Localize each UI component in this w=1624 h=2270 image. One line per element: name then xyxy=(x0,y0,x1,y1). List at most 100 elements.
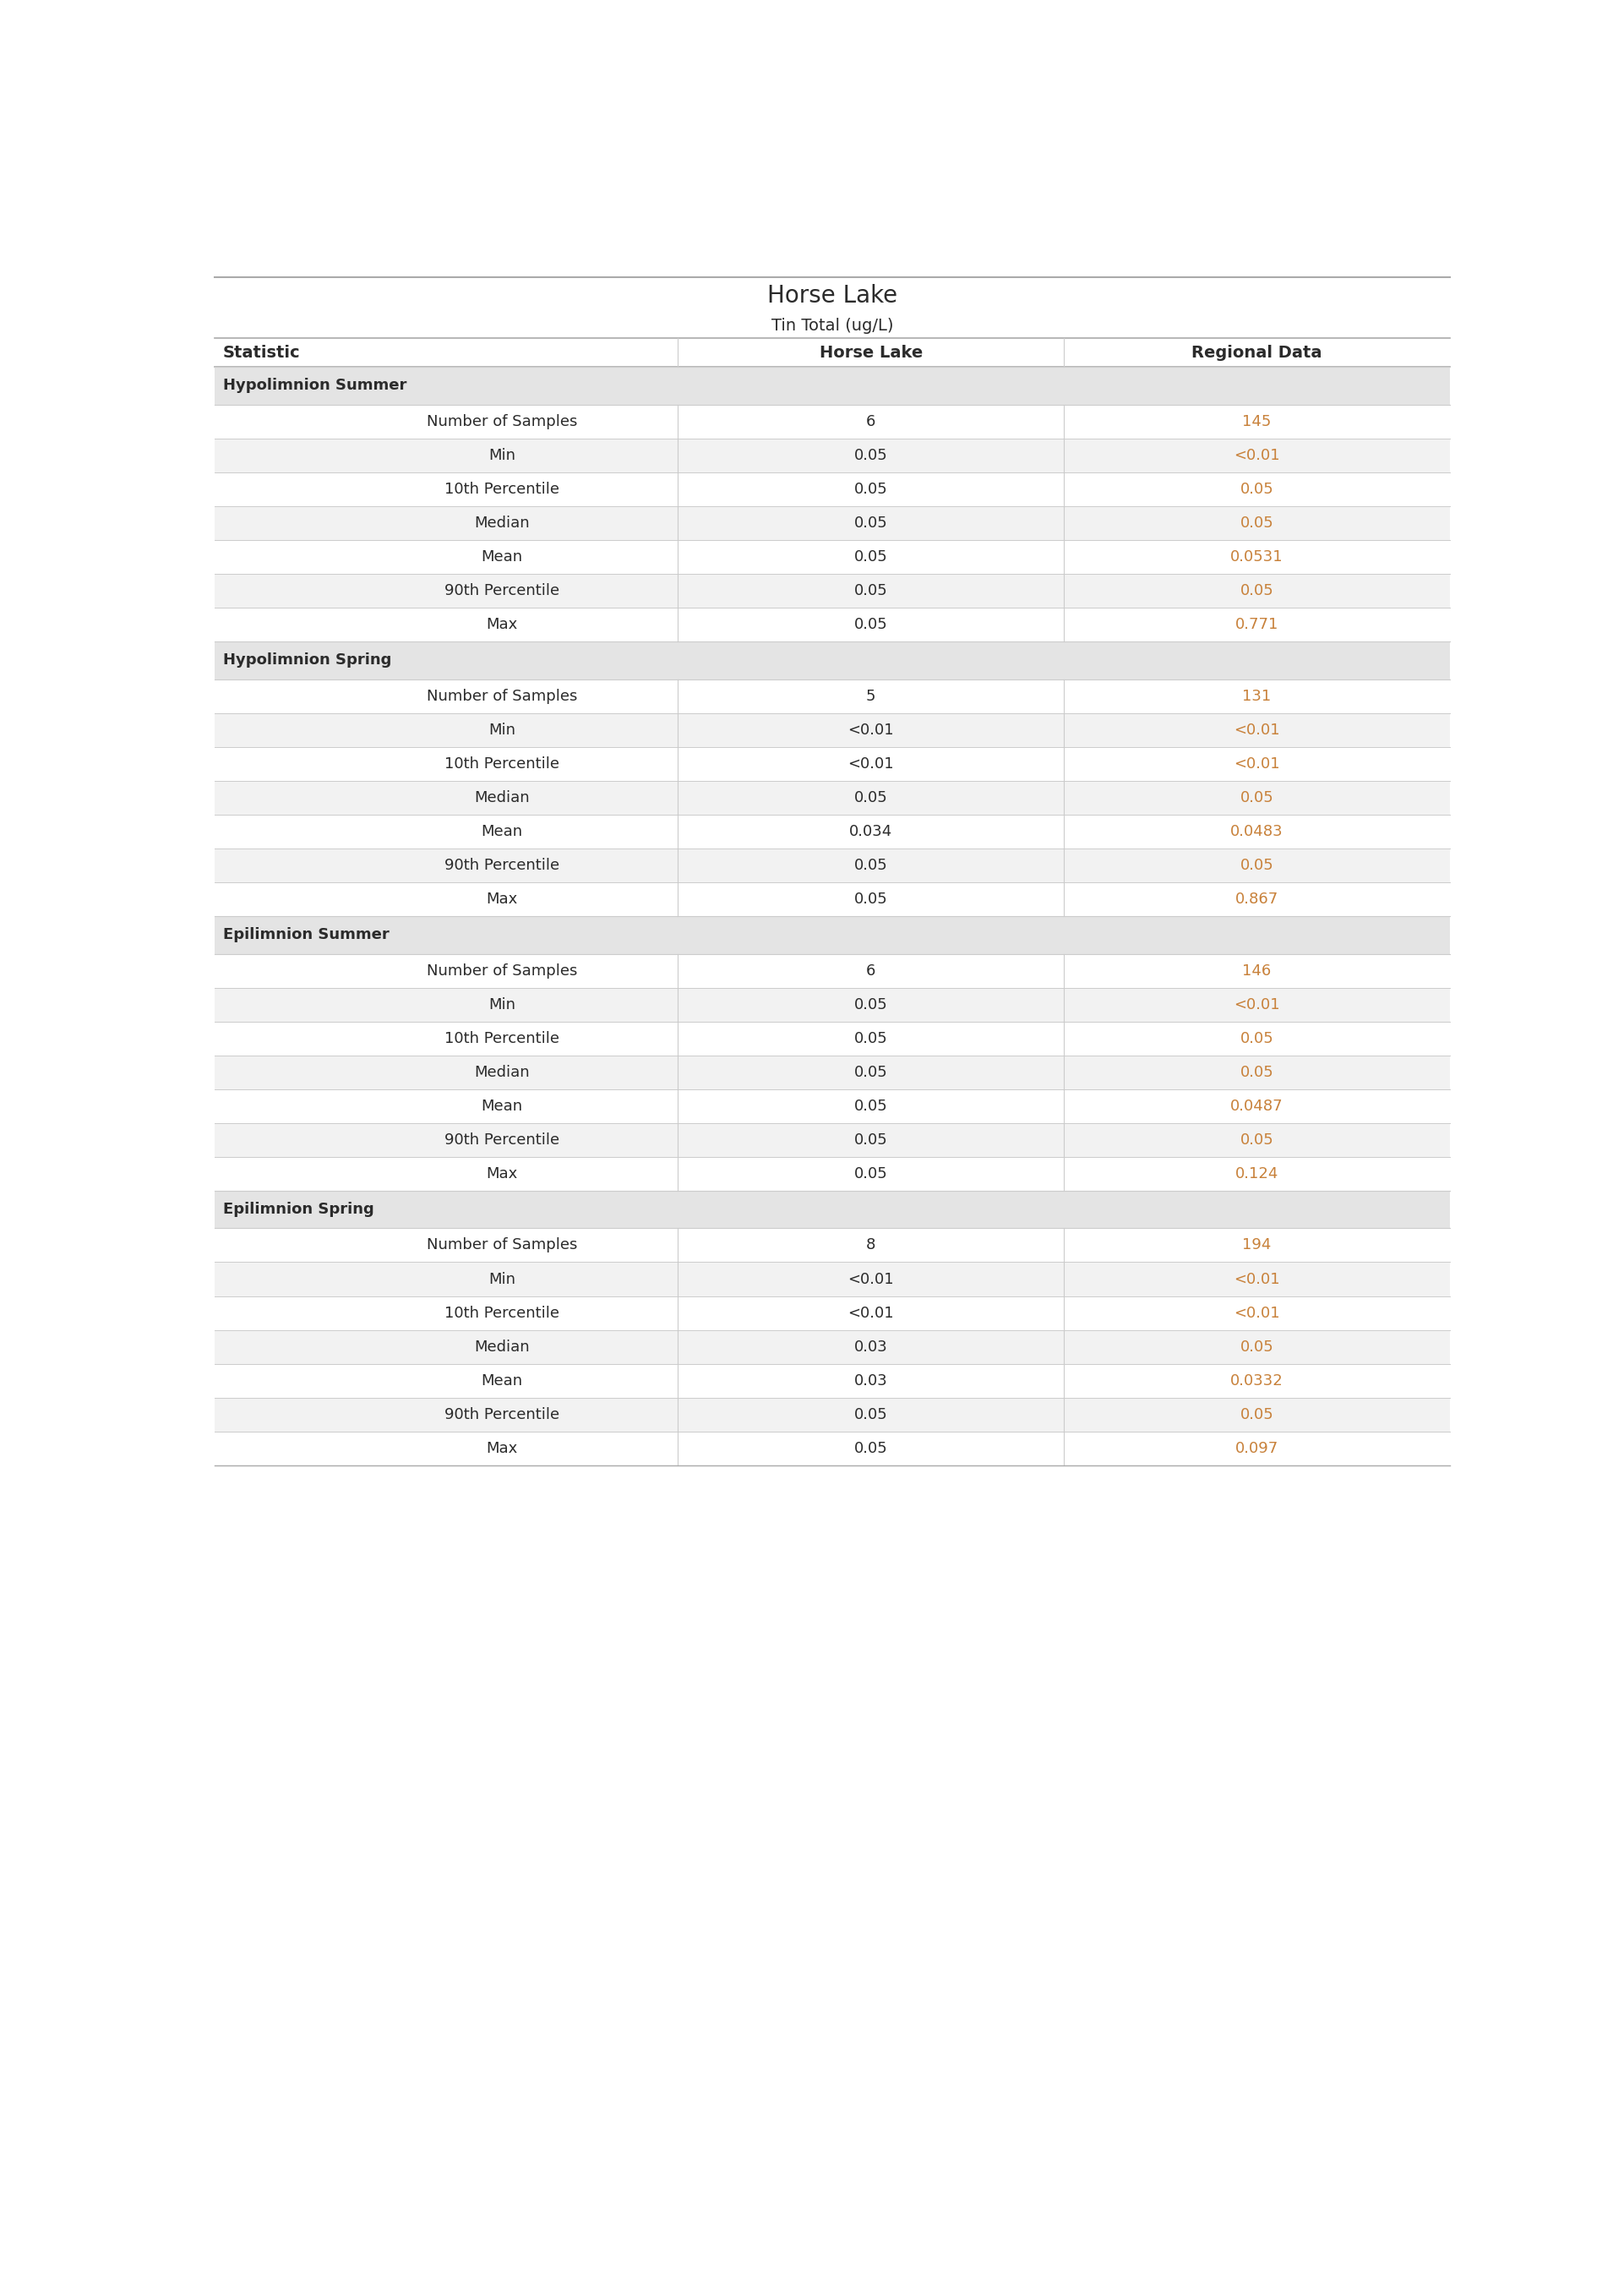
Bar xyxy=(214,917,1450,953)
Text: 0.05: 0.05 xyxy=(854,892,888,906)
Text: 10th Percentile: 10th Percentile xyxy=(445,756,559,772)
Text: 0.05: 0.05 xyxy=(854,997,888,1012)
Text: 5: 5 xyxy=(866,688,875,704)
Text: Statistic: Statistic xyxy=(222,345,300,361)
Text: 0.05: 0.05 xyxy=(854,481,888,497)
Text: 90th Percentile: 90th Percentile xyxy=(445,1133,559,1146)
Text: Hypolimnion Summer: Hypolimnion Summer xyxy=(222,379,406,393)
Text: 6: 6 xyxy=(866,413,875,429)
Text: Epilimnion Spring: Epilimnion Spring xyxy=(222,1201,374,1217)
Text: 90th Percentile: 90th Percentile xyxy=(445,1407,559,1421)
Text: 0.05: 0.05 xyxy=(854,447,888,463)
Text: Median: Median xyxy=(474,1339,529,1355)
Bar xyxy=(214,713,1450,747)
Text: 0.0487: 0.0487 xyxy=(1231,1099,1283,1115)
Text: Mean: Mean xyxy=(481,824,523,840)
Bar xyxy=(214,608,1450,642)
Bar xyxy=(214,1158,1450,1189)
Text: 0.124: 0.124 xyxy=(1236,1167,1278,1180)
Text: 10th Percentile: 10th Percentile xyxy=(445,1031,559,1046)
Text: <0.01: <0.01 xyxy=(848,722,893,738)
Bar xyxy=(214,338,1450,368)
Bar xyxy=(214,1432,1450,1464)
Bar xyxy=(214,472,1450,506)
Bar xyxy=(214,1330,1450,1364)
Text: 0.05: 0.05 xyxy=(854,858,888,874)
Bar xyxy=(214,1022,1450,1056)
Text: 0.867: 0.867 xyxy=(1236,892,1278,906)
Text: 0.05: 0.05 xyxy=(854,1099,888,1115)
Text: 0.05: 0.05 xyxy=(1241,1031,1273,1046)
Text: Min: Min xyxy=(489,447,515,463)
Text: 0.05: 0.05 xyxy=(1241,1407,1273,1421)
Text: 0.0531: 0.0531 xyxy=(1231,549,1283,565)
Text: <0.01: <0.01 xyxy=(1234,1305,1280,1321)
Text: Mean: Mean xyxy=(481,549,523,565)
Bar xyxy=(214,574,1450,608)
Bar xyxy=(214,1189,1450,1228)
Text: 0.05: 0.05 xyxy=(1241,1133,1273,1146)
Text: <0.01: <0.01 xyxy=(1234,997,1280,1012)
Text: Hypolimnion Spring: Hypolimnion Spring xyxy=(222,654,391,667)
Text: 0.0483: 0.0483 xyxy=(1231,824,1283,840)
Text: 0.034: 0.034 xyxy=(849,824,893,840)
Text: 0.05: 0.05 xyxy=(1241,858,1273,874)
Text: Median: Median xyxy=(474,515,529,531)
Text: 0.0332: 0.0332 xyxy=(1231,1373,1283,1389)
Text: Min: Min xyxy=(489,997,515,1012)
Text: 0.097: 0.097 xyxy=(1236,1441,1278,1455)
Text: 0.05: 0.05 xyxy=(1241,1339,1273,1355)
Text: Mean: Mean xyxy=(481,1099,523,1115)
Bar xyxy=(214,747,1450,781)
Text: <0.01: <0.01 xyxy=(848,1271,893,1287)
Text: Tin Total (ug/L): Tin Total (ug/L) xyxy=(771,318,893,334)
Text: <0.01: <0.01 xyxy=(848,756,893,772)
Text: Min: Min xyxy=(489,1271,515,1287)
Text: 0.771: 0.771 xyxy=(1236,617,1278,631)
Text: 6: 6 xyxy=(866,962,875,978)
Bar xyxy=(214,642,1450,679)
Text: 8: 8 xyxy=(866,1237,875,1253)
Bar xyxy=(214,438,1450,472)
Text: 0.05: 0.05 xyxy=(1241,1065,1273,1081)
Text: 0.05: 0.05 xyxy=(854,617,888,631)
Text: 0.05: 0.05 xyxy=(854,1133,888,1146)
Text: 0.05: 0.05 xyxy=(1241,515,1273,531)
Bar xyxy=(214,815,1450,849)
Text: Number of Samples: Number of Samples xyxy=(427,688,577,704)
Text: Epilimnion Summer: Epilimnion Summer xyxy=(222,926,388,942)
Bar xyxy=(214,1364,1450,1398)
Text: 0.05: 0.05 xyxy=(854,1031,888,1046)
Bar xyxy=(214,1228,1450,1262)
Bar xyxy=(214,1296,1450,1330)
Text: Horse Lake: Horse Lake xyxy=(767,284,898,306)
Bar xyxy=(214,849,1450,883)
Text: Number of Samples: Number of Samples xyxy=(427,962,577,978)
Text: Median: Median xyxy=(474,790,529,806)
Text: Max: Max xyxy=(486,892,518,906)
Bar xyxy=(214,679,1450,713)
Text: 0.05: 0.05 xyxy=(854,1441,888,1455)
Text: 90th Percentile: 90th Percentile xyxy=(445,583,559,599)
Text: 0.05: 0.05 xyxy=(854,1167,888,1180)
Text: 0.05: 0.05 xyxy=(854,549,888,565)
Text: 90th Percentile: 90th Percentile xyxy=(445,858,559,874)
Text: Number of Samples: Number of Samples xyxy=(427,1237,577,1253)
Text: 0.05: 0.05 xyxy=(854,1065,888,1081)
Text: <0.01: <0.01 xyxy=(1234,1271,1280,1287)
Text: <0.01: <0.01 xyxy=(1234,756,1280,772)
Text: 10th Percentile: 10th Percentile xyxy=(445,481,559,497)
Bar xyxy=(214,1056,1450,1090)
Text: Horse Lake: Horse Lake xyxy=(818,345,922,361)
Text: 131: 131 xyxy=(1242,688,1272,704)
Bar xyxy=(214,540,1450,574)
Text: 146: 146 xyxy=(1242,962,1272,978)
Text: 194: 194 xyxy=(1242,1237,1272,1253)
Text: Median: Median xyxy=(474,1065,529,1081)
Text: 0.05: 0.05 xyxy=(854,1407,888,1421)
Text: Max: Max xyxy=(486,617,518,631)
Text: <0.01: <0.01 xyxy=(848,1305,893,1321)
Text: Max: Max xyxy=(486,1167,518,1180)
Bar xyxy=(214,1262,1450,1296)
Text: Regional Data: Regional Data xyxy=(1192,345,1322,361)
